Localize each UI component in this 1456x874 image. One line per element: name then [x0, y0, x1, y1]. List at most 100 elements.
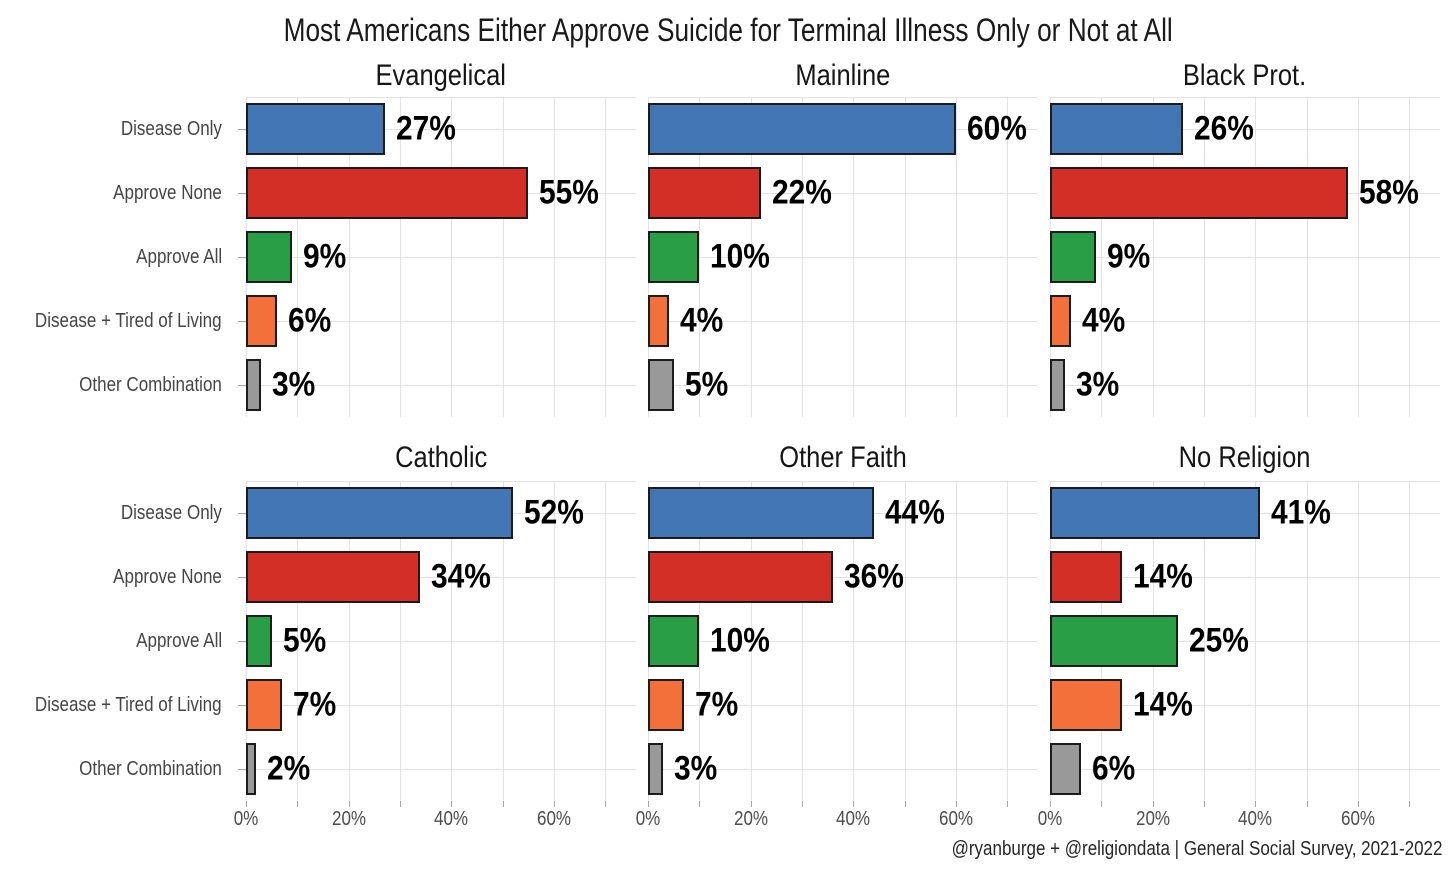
x-axis-tick	[1101, 801, 1103, 807]
x-axis-tick	[399, 801, 401, 807]
bar-value-label: 36%	[843, 557, 904, 596]
y-axis-tick	[238, 385, 246, 386]
x-axis-tick-label: 0%	[1036, 808, 1065, 831]
x-axis-tick-label-text: 60%	[1340, 808, 1375, 830]
chart-caption: @ryanburge + @religiondata | General Soc…	[442, 838, 1442, 861]
bar	[1050, 359, 1066, 411]
y-axis-label-text: Disease + Tired of Living	[35, 693, 222, 716]
x-axis-tick	[801, 801, 803, 807]
x-axis-tick	[1050, 801, 1051, 807]
gridline-horizontal	[648, 97, 1038, 98]
facet-title: Evangelical	[246, 55, 636, 97]
x-axis-tick-label: 60%	[936, 808, 976, 831]
facet-title-text: Other Faith	[779, 441, 907, 474]
x-axis-tick	[553, 801, 555, 807]
x-axis-tick	[1203, 801, 1205, 807]
y-axis-tick	[238, 577, 246, 578]
x-axis-tick-label-text: 20%	[733, 808, 768, 830]
bar-value-label: 58%	[1358, 173, 1419, 212]
bar	[246, 231, 293, 283]
chart-title-text: Most Americans Either Approve Suicide fo…	[283, 12, 1173, 48]
gridline-horizontal	[648, 577, 1038, 578]
x-axis-tick	[1152, 801, 1154, 807]
gridline-horizontal	[1050, 705, 1440, 706]
bar-value-label: 9%	[303, 237, 347, 276]
bar	[648, 231, 700, 283]
y-axis-label: Approve All	[0, 609, 222, 673]
bar-value-label: 3%	[674, 749, 718, 788]
bar	[1050, 551, 1122, 603]
bar	[246, 359, 262, 411]
gridline-horizontal	[1050, 97, 1440, 98]
bar	[1050, 487, 1261, 539]
bar-value-label: 4%	[1081, 301, 1125, 340]
bar	[648, 487, 874, 539]
bar	[648, 295, 669, 347]
bar-value-label: 10%	[710, 237, 771, 276]
bar-value-label: 2%	[267, 749, 311, 788]
y-axis-tick	[238, 129, 246, 130]
y-axis-label-text: Approve All	[136, 245, 222, 268]
bar	[648, 359, 674, 411]
y-axis-label: Other Combination	[0, 353, 222, 417]
gridline-horizontal	[1050, 129, 1440, 130]
bar-value-label: 10%	[710, 621, 771, 660]
gridline-horizontal	[648, 257, 1038, 258]
y-axis-tick	[238, 641, 246, 642]
bar	[1050, 679, 1122, 731]
bar	[648, 551, 833, 603]
y-axis-label: Approve None	[0, 545, 222, 609]
x-axis-tick	[699, 801, 701, 807]
bar-value-label: 6%	[287, 301, 332, 340]
plot-panel: 41% 14% 25% 14% 6%	[1050, 481, 1440, 801]
bar	[246, 167, 529, 219]
chart-caption-text: @ryanburge + @religiondata | General Soc…	[951, 838, 1442, 860]
bar	[648, 679, 684, 731]
plot-panel: 26% 58% 9% 4% 3%	[1050, 97, 1440, 417]
bar	[1050, 103, 1184, 155]
y-axis-label: Approve None	[0, 161, 222, 225]
x-axis-tick	[1409, 801, 1411, 807]
facet-title: No Religion	[1050, 437, 1440, 479]
bar	[1050, 743, 1081, 795]
bar	[246, 679, 282, 731]
x-axis-tick-label: 40%	[833, 808, 873, 831]
bar	[246, 551, 421, 603]
x-axis-tick-label-text: 40%	[1238, 808, 1273, 830]
bar	[648, 103, 956, 155]
gridline-horizontal	[648, 321, 1038, 322]
y-axis-label-text: Other Combination	[79, 373, 222, 396]
gridline-horizontal	[246, 257, 636, 258]
x-axis-tick-label-text: 40%	[434, 808, 469, 830]
gridline-horizontal	[246, 577, 636, 578]
bar	[1050, 231, 1097, 283]
x-axis-tick-label: 20%	[731, 808, 771, 831]
plot-panel: 44% 36% 10% 7% 3%	[648, 481, 1038, 801]
x-axis-tick-label-text: 40%	[836, 808, 871, 830]
facet-title-text: Evangelical	[375, 59, 507, 92]
y-axis-label: Disease + Tired of Living	[0, 673, 222, 737]
x-axis-tick	[648, 801, 649, 807]
y-axis-label: Disease Only	[0, 481, 222, 545]
x-axis-tick	[451, 801, 453, 807]
y-axis-label-text: Disease Only	[120, 117, 222, 140]
x-axis-tick	[297, 801, 299, 807]
x-axis-tick	[246, 801, 247, 807]
y-axis-tick	[238, 193, 246, 194]
x-axis-tick-label-text: 20%	[1135, 808, 1170, 830]
y-axis-label-text: Approve All	[136, 629, 222, 652]
y-axis-tick	[238, 705, 246, 706]
gridline-horizontal	[246, 321, 636, 322]
gridline-horizontal	[1050, 641, 1440, 642]
x-axis-tick-label: 60%	[534, 808, 574, 831]
gridline-horizontal	[648, 385, 1038, 386]
bar-value-label: 7%	[292, 685, 337, 724]
bar	[246, 295, 277, 347]
facet-title: Mainline	[648, 55, 1038, 97]
y-axis-label: Approve All	[0, 225, 222, 289]
bar-value-label: 3%	[272, 365, 316, 404]
gridline-horizontal	[1050, 481, 1440, 482]
bar-value-label: 5%	[282, 621, 326, 660]
facet-title: Black Prot.	[1050, 55, 1440, 97]
